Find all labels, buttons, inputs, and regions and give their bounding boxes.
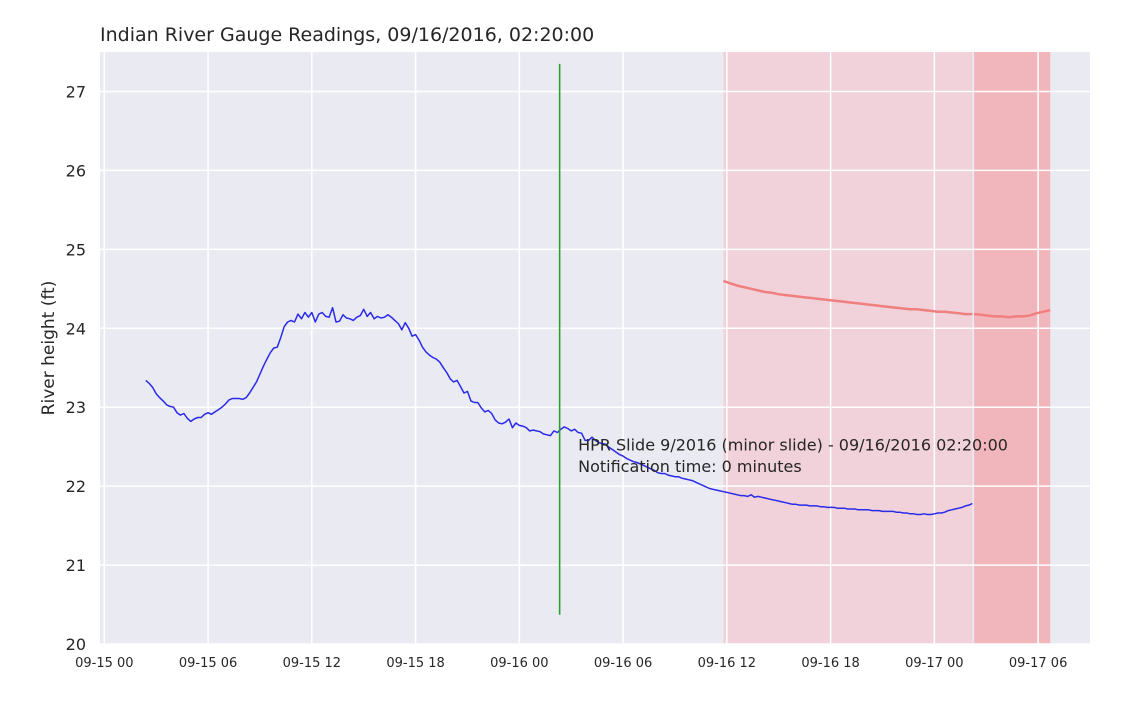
forecast-bands xyxy=(723,52,1051,644)
y-axis-label: River height (ft) xyxy=(39,281,59,416)
x-tick-label: 09-16 12 xyxy=(698,656,756,671)
chart-title: Indian River Gauge Readings, 09/16/2016,… xyxy=(100,24,594,46)
event-annotation-line2: Notification time: 0 minutes xyxy=(578,457,802,476)
y-tick-label: 23 xyxy=(66,398,86,417)
grid-lines xyxy=(100,52,1090,645)
x-tick-label: 09-15 18 xyxy=(386,656,444,671)
y-tick-label: 24 xyxy=(66,319,86,338)
x-tick-label: 09-15 06 xyxy=(179,656,237,671)
x-axis-ticks: 09-15 00 09-15 06 09-15 12 09-15 18 09-16 00… xyxy=(75,656,1067,671)
y-tick-label: 27 xyxy=(66,82,86,101)
x-tick-label: 09-17 00 xyxy=(905,656,963,671)
forecast-band-light xyxy=(723,52,973,644)
x-tick-label: 09-16 18 xyxy=(801,656,859,671)
x-tick-label: 09-17 06 xyxy=(1009,656,1067,671)
y-tick-label: 22 xyxy=(66,477,86,496)
forecast-series-line xyxy=(973,308,1051,319)
y-tick-label: 20 xyxy=(66,635,86,654)
x-tick-label: 09-16 00 xyxy=(490,656,548,671)
forecast-series-line xyxy=(722,279,973,316)
event-annotation-line1: HPR Slide 9/2016 (minor slide) - 09/16/2… xyxy=(578,436,1008,455)
y-tick-label: 25 xyxy=(66,240,86,259)
y-tick-label: 21 xyxy=(66,556,86,575)
x-tick-label: 09-15 12 xyxy=(283,656,341,671)
x-tick-label: 09-16 06 xyxy=(594,656,652,671)
y-axis-ticks: 20 21 22 23 24 25 26 27 xyxy=(66,82,86,654)
y-tick-label: 26 xyxy=(66,161,86,180)
x-tick-label: 09-15 00 xyxy=(75,656,133,671)
